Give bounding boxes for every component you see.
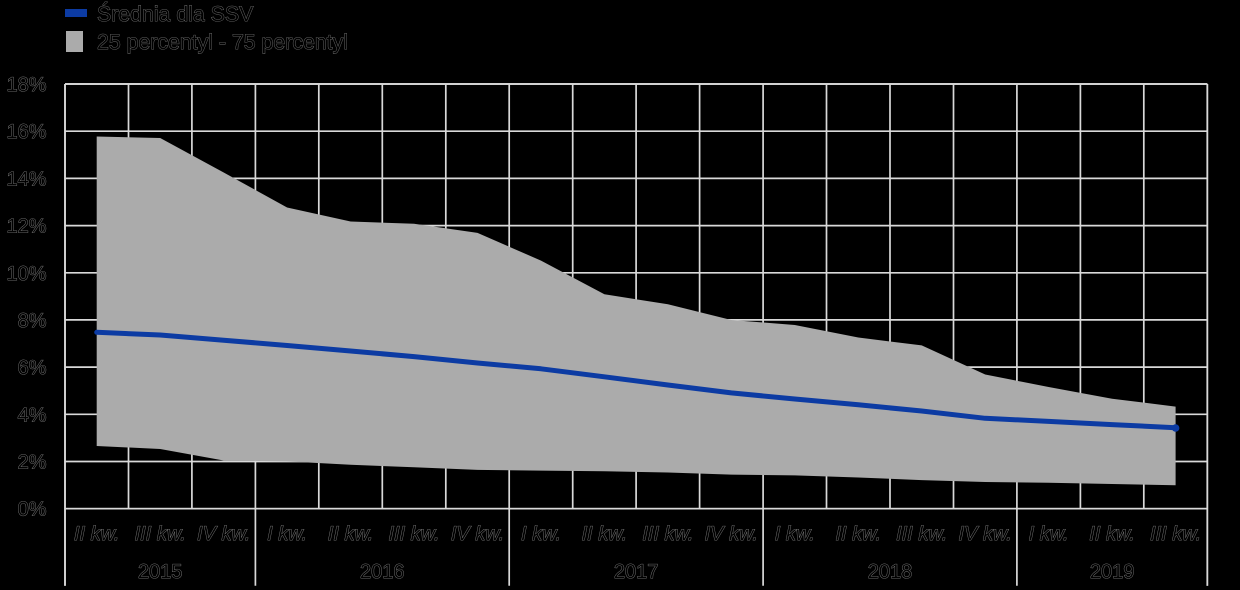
svg-text:0%: 0% (18, 499, 47, 521)
svg-text:16%: 16% (6, 121, 46, 143)
svg-text:II kw.: II kw. (328, 523, 374, 545)
svg-text:2015: 2015 (138, 561, 183, 583)
svg-text:I kw.: I kw. (775, 523, 815, 545)
svg-text:10%: 10% (6, 263, 46, 285)
svg-text:IV kw.: IV kw. (197, 523, 250, 545)
svg-text:4%: 4% (18, 404, 47, 426)
svg-text:III kw.: III kw. (1150, 523, 1201, 545)
svg-text:2019: 2019 (1090, 561, 1135, 583)
svg-text:II kw.: II kw. (1089, 523, 1135, 545)
svg-text:IV kw.: IV kw. (451, 523, 504, 545)
svg-text:14%: 14% (6, 168, 46, 190)
svg-text:III kw.: III kw. (896, 523, 947, 545)
svg-text:I kw.: I kw. (267, 523, 307, 545)
svg-text:I kw.: I kw. (1029, 523, 1069, 545)
svg-text:IV kw.: IV kw. (705, 523, 758, 545)
svg-text:II kw.: II kw. (836, 523, 882, 545)
svg-text:III kw.: III kw. (388, 523, 439, 545)
svg-text:2018: 2018 (868, 561, 913, 583)
svg-text:II kw.: II kw. (582, 523, 628, 545)
svg-text:6%: 6% (18, 357, 47, 379)
svg-text:III kw.: III kw. (135, 523, 186, 545)
svg-text:IV kw.: IV kw. (959, 523, 1012, 545)
svg-text:2017: 2017 (614, 561, 659, 583)
svg-text:2016: 2016 (360, 561, 405, 583)
svg-text:2%: 2% (18, 452, 47, 474)
svg-text:III kw.: III kw. (642, 523, 693, 545)
svg-text:I kw.: I kw. (521, 523, 561, 545)
svg-text:12%: 12% (6, 216, 46, 238)
svg-text:II kw.: II kw. (74, 523, 120, 545)
svg-text:8%: 8% (18, 310, 47, 332)
svg-text:Średnia dla SSV: Średnia dla SSV (97, 1, 254, 26)
svg-text:25 percentyl - 75 percentyl: 25 percentyl - 75 percentyl (97, 30, 348, 54)
svg-text:18%: 18% (6, 74, 46, 96)
